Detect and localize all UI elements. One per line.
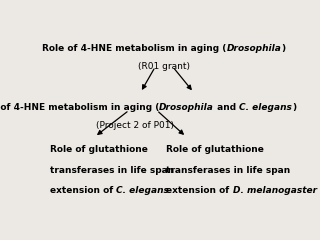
Text: C. elegans: C. elegans (116, 186, 169, 195)
Text: Role of glutathione: Role of glutathione (50, 145, 148, 154)
Text: Role of 4-HNE metabolism in aging (: Role of 4-HNE metabolism in aging ( (0, 103, 159, 112)
Text: transferases in life span: transferases in life span (166, 166, 291, 174)
Text: (Project 2 of P01): (Project 2 of P01) (97, 121, 174, 130)
Text: and: and (214, 103, 239, 112)
Text: transferases in life span: transferases in life span (50, 166, 174, 174)
Text: C. elegans: C. elegans (239, 103, 292, 112)
Text: extension of: extension of (166, 186, 233, 195)
Text: Drosophila: Drosophila (227, 44, 282, 53)
Text: Role of glutathione: Role of glutathione (166, 145, 264, 154)
Text: ): ) (292, 103, 296, 112)
Text: Role of 4-HNE metabolism in aging (: Role of 4-HNE metabolism in aging ( (42, 44, 227, 53)
Text: Drosophila: Drosophila (159, 103, 214, 112)
Text: D. melanogaster: D. melanogaster (233, 186, 317, 195)
Text: extension of: extension of (50, 186, 116, 195)
Text: ): ) (282, 44, 286, 53)
Text: (R01 grant): (R01 grant) (138, 62, 190, 71)
